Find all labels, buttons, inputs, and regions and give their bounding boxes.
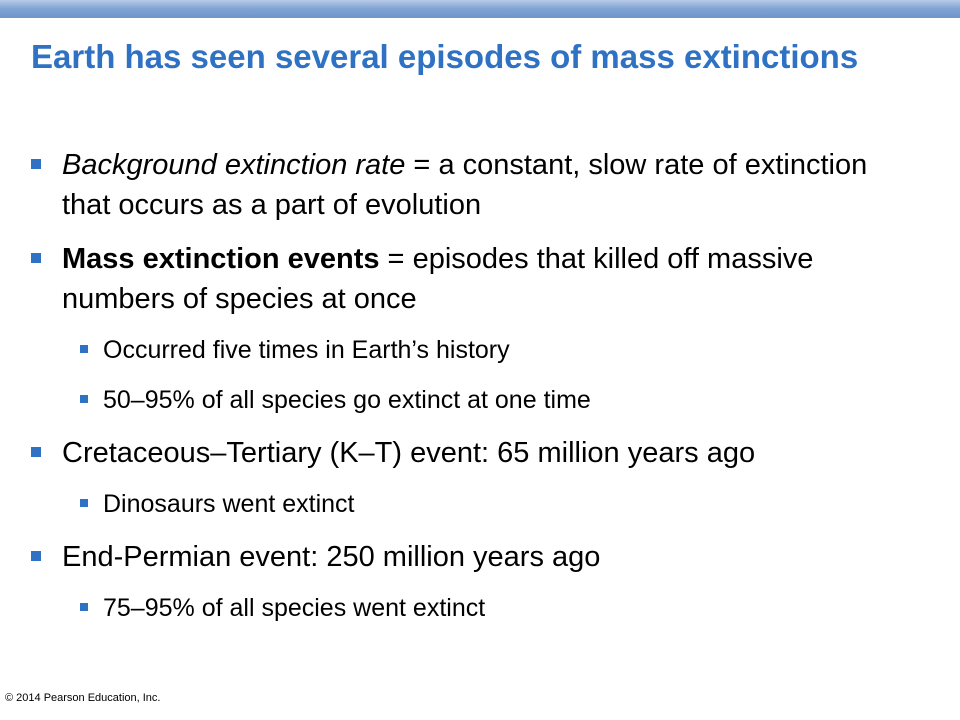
square-bullet-icon xyxy=(31,253,41,263)
sub-bullet-text: Occurred five times in Earth’s history xyxy=(103,336,510,364)
square-bullet-icon xyxy=(80,603,88,611)
sub-bullet-text: Dinosaurs went extinct xyxy=(103,490,355,518)
slide-title: Earth has seen several episodes of mass … xyxy=(31,38,859,75)
term-background-extinction-rate: Background extinction rate xyxy=(62,149,406,181)
bullet-end-permian-event: End-Permian event: 250 million years ago xyxy=(0,537,960,577)
definition-separator: = xyxy=(379,243,413,275)
term-mass-extinction-events: Mass extinction events xyxy=(62,243,380,275)
bullet-text: a constant, slow rate of extinction that… xyxy=(62,149,868,221)
slide-body: Background extinction rate = a constant,… xyxy=(0,145,960,625)
bullet-background-extinction: Background extinction rate = a constant,… xyxy=(0,145,960,225)
square-bullet-icon xyxy=(80,499,88,507)
sub-bullet-permian-percent: 75–95% of all species went extinct xyxy=(0,591,960,625)
square-bullet-icon xyxy=(31,447,41,457)
bullet-text: episodes that killed off massive numbers… xyxy=(62,243,814,315)
bullet-kt-event: Cretaceous–Tertiary (K–T) event: 65 mill… xyxy=(0,433,960,473)
sub-bullet-five-times: Occurred five times in Earth’s history xyxy=(0,333,960,367)
bullet-text: Cretaceous–Tertiary (K–T) event: 65 mill… xyxy=(62,437,756,469)
square-bullet-icon xyxy=(31,159,41,169)
copyright-notice: © 2014 Pearson Education, Inc. xyxy=(5,692,161,704)
bullet-text: End-Permian event: 250 million years ago xyxy=(62,541,601,573)
sub-bullet-percent-extinct: 50–95% of all species go extinct at one … xyxy=(0,383,960,417)
bullet-mass-extinction-events: Mass extinction events = episodes that k… xyxy=(0,239,960,319)
sub-bullet-text: 75–95% of all species went extinct xyxy=(103,594,486,622)
top-accent-bar xyxy=(0,0,960,18)
square-bullet-icon xyxy=(80,395,88,403)
square-bullet-icon xyxy=(80,345,88,353)
definition-separator: = xyxy=(405,149,439,181)
sub-bullet-dinosaurs: Dinosaurs went extinct xyxy=(0,487,960,521)
square-bullet-icon xyxy=(31,551,41,561)
sub-bullet-text: 50–95% of all species go extinct at one … xyxy=(103,386,591,414)
